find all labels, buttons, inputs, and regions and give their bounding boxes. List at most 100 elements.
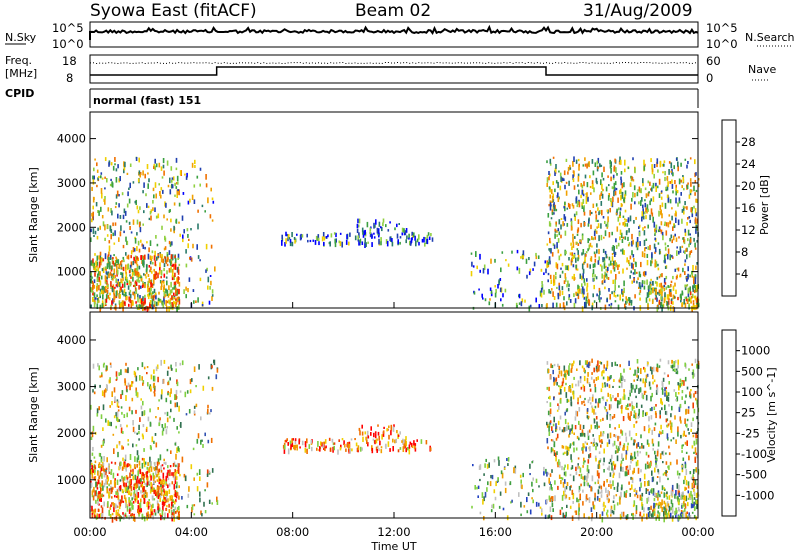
echo-cell <box>150 304 153 310</box>
echo-cell <box>620 491 622 498</box>
echo-cell <box>587 196 589 202</box>
echo-cell <box>330 233 333 238</box>
echo-cell <box>664 221 666 225</box>
echo-cell <box>592 263 595 269</box>
echo-cell <box>116 190 119 197</box>
nave-point <box>552 62 554 64</box>
echo-cell <box>639 511 642 517</box>
echo-cell <box>579 288 581 294</box>
echo-cell <box>97 227 99 231</box>
echo-cell <box>111 182 114 188</box>
echo-cell <box>208 499 211 504</box>
echo-cell <box>601 282 604 285</box>
echo-cell <box>479 478 481 482</box>
echo-cell <box>164 235 166 241</box>
echo-cell <box>92 179 95 185</box>
echo-cell <box>555 262 558 268</box>
echo-cell <box>586 468 589 472</box>
echo-cell <box>320 441 322 446</box>
echo-cell <box>633 500 636 506</box>
echo-cell <box>690 476 693 480</box>
echo-cell <box>92 205 94 210</box>
echo-cell <box>167 473 170 476</box>
echo-cell <box>163 501 165 507</box>
nave-point <box>290 62 292 64</box>
echo-cell <box>568 386 570 392</box>
echo-cell <box>675 368 678 371</box>
echo-cell <box>556 409 559 412</box>
echo-cell <box>91 280 94 284</box>
echo-cell <box>129 264 132 270</box>
echo-cell <box>110 365 112 368</box>
echo-cell <box>603 166 605 172</box>
echo-cell <box>373 222 375 229</box>
echo-cell <box>556 234 558 237</box>
echo-cell <box>144 297 146 304</box>
echo-cell <box>659 288 662 294</box>
echo-cell <box>553 212 555 215</box>
echo-cell <box>651 164 653 170</box>
echo-cell <box>113 503 116 508</box>
echo-cell <box>557 249 560 254</box>
echo-cell <box>615 274 617 280</box>
nave-point <box>242 62 243 64</box>
echo-cell <box>630 460 632 464</box>
echo-cell <box>97 267 99 272</box>
echo-cell <box>522 255 524 258</box>
echo-cell <box>686 423 688 428</box>
echo-cell <box>562 302 565 308</box>
echo-cell <box>385 239 388 244</box>
echo-cell <box>356 228 359 233</box>
echo-cell <box>337 449 339 455</box>
nave-point <box>415 62 417 64</box>
echo-cell <box>572 160 574 167</box>
echo-cell <box>129 282 132 287</box>
echo-cell <box>569 167 572 170</box>
echo-cell <box>635 262 637 268</box>
echo-cell <box>378 221 381 227</box>
echo-cell <box>520 256 522 259</box>
echo-cell <box>652 374 654 380</box>
echo-cell <box>339 446 342 451</box>
echo-cell <box>163 296 165 301</box>
echo-cell <box>169 469 171 472</box>
nave-point <box>488 62 490 64</box>
echo-cell <box>182 234 184 239</box>
echo-cell <box>568 257 570 261</box>
echo-cell <box>688 512 690 518</box>
echo-cell <box>418 241 420 246</box>
echo-cell <box>642 227 644 231</box>
echo-cell <box>641 497 643 502</box>
echo-cell <box>216 496 218 502</box>
echo-cell <box>535 297 537 303</box>
echo-cell <box>591 513 593 518</box>
echo-cell <box>106 224 109 229</box>
echo-cell <box>141 284 144 288</box>
echo-cell <box>153 479 155 485</box>
echo-cell <box>138 273 141 277</box>
echo-cell <box>146 470 149 474</box>
echo-cell <box>176 481 178 486</box>
echo-cell <box>120 261 122 266</box>
echo-cell <box>586 408 589 412</box>
echo-cell <box>558 392 560 395</box>
echo-cell <box>179 362 182 366</box>
nave-point <box>622 62 623 64</box>
echo-cell <box>629 389 631 394</box>
echo-cell <box>642 445 645 449</box>
echo-cell <box>125 467 127 472</box>
echo-cell <box>408 233 410 239</box>
nave-point <box>208 62 210 64</box>
echo-cell <box>132 475 134 481</box>
echo-cell <box>341 241 343 248</box>
echo-cell <box>615 167 617 173</box>
echo-cell <box>570 396 572 402</box>
echo-cell <box>117 164 119 169</box>
echo-cell <box>685 487 687 490</box>
echo-cell <box>610 404 612 409</box>
noise-right-tick-low: 10^0 <box>706 37 738 51</box>
echo-cell <box>135 444 138 447</box>
echo-cell <box>190 464 193 470</box>
echo-cell <box>579 240 581 243</box>
echo-cell <box>629 493 631 497</box>
